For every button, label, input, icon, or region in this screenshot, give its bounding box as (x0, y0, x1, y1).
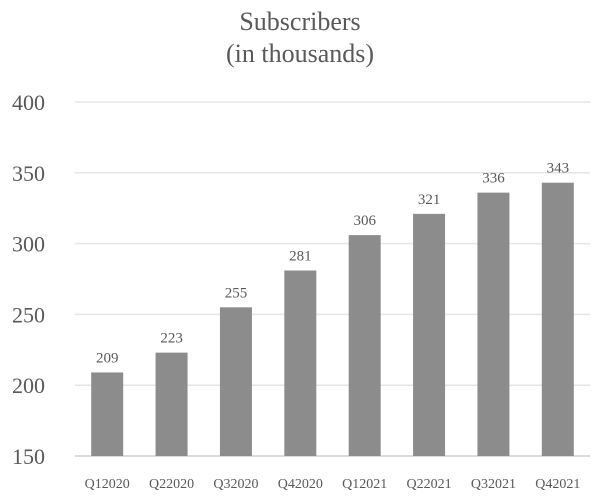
bar-Q42020 (284, 270, 317, 456)
y-tick-label: 350 (12, 161, 45, 186)
data-label: 306 (353, 213, 376, 229)
data-label: 255 (225, 285, 248, 301)
data-label: 343 (547, 161, 570, 177)
chart-subtitle: (in thousands) (226, 39, 374, 68)
data-label: 336 (482, 171, 505, 187)
data-label: 209 (96, 350, 119, 366)
x-tick-label: Q42021 (535, 477, 580, 492)
y-tick-label: 200 (12, 373, 45, 398)
bar-Q12021 (348, 235, 381, 456)
bars (91, 182, 574, 456)
bar-Q32020 (219, 307, 252, 456)
bar-Q42021 (541, 182, 574, 456)
data-label: 281 (289, 249, 312, 265)
bar-Q22020 (155, 352, 188, 456)
bar-Q22021 (413, 213, 446, 456)
data-label: 223 (160, 331, 183, 347)
x-tick-label: Q42020 (278, 477, 323, 492)
y-tick-label: 150 (12, 444, 45, 469)
y-axis: 150 200 250 300 350 400 (12, 90, 45, 469)
y-tick-label: 300 (12, 232, 45, 257)
x-tick-label: Q22021 (407, 477, 452, 492)
data-label: 321 (418, 192, 441, 208)
bar-Q32021 (477, 192, 510, 456)
y-tick-label: 400 (12, 90, 45, 115)
x-tick-label: Q32020 (213, 477, 258, 492)
grid-lines (75, 101, 590, 457)
data-labels: 209 223 255 281 306 321 336 343 (96, 161, 569, 367)
y-tick-label: 250 (12, 302, 45, 327)
bar-Q12020 (91, 372, 124, 456)
chart-title: Subscribers (239, 7, 360, 36)
x-tick-label: Q12021 (342, 477, 387, 492)
x-tick-label: Q12020 (85, 477, 130, 492)
x-tick-label: Q22020 (149, 477, 194, 492)
x-tick-label: Q32021 (471, 477, 516, 492)
x-axis: Q12020 Q22020 Q32020 Q42020 Q12021 Q22021 Q320… (85, 477, 581, 492)
